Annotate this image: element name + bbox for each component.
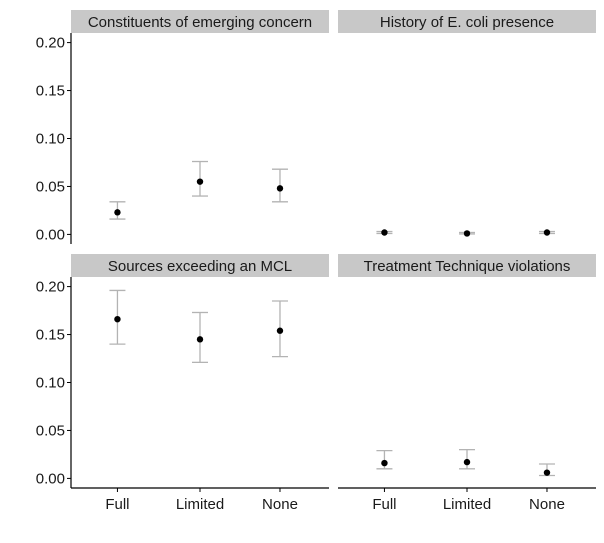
y-tick-label: 0.05 (36, 422, 65, 439)
y-tick-label: 0.15 (36, 327, 65, 344)
data-point (463, 230, 471, 237)
facet-title: Constituents of emerging concern (88, 14, 312, 31)
x-tick-label: Full (105, 496, 129, 513)
data-point (381, 229, 388, 236)
x-tick-label: Full (372, 496, 396, 513)
x-tick-label: Limited (176, 496, 224, 513)
data-point (114, 316, 121, 323)
data-point (196, 336, 204, 343)
facet-title: Sources exceeding an MCL (108, 258, 292, 275)
data-point (196, 178, 204, 185)
facet-title: History of E. coli presence (380, 14, 554, 31)
data-point (114, 209, 121, 216)
x-tick-label: None (529, 496, 565, 513)
y-tick-label: 0.20 (36, 279, 65, 296)
facet-strip (71, 10, 329, 33)
data-point (463, 458, 471, 466)
x-tick-label: Limited (443, 496, 491, 513)
y-tick-label: 0.10 (36, 131, 65, 148)
y-tick-label: 0.00 (36, 470, 65, 487)
y-tick-label: 0.00 (36, 226, 65, 243)
facet-title: Treatment Technique violations (364, 258, 571, 275)
y-tick-label: 0.20 (36, 35, 65, 52)
data-point (276, 185, 284, 192)
y-tick-label: 0.15 (36, 83, 65, 100)
y-tick-label: 0.10 (36, 375, 65, 392)
facet-strip (338, 10, 596, 33)
data-point (543, 469, 551, 476)
facet-strip (338, 254, 596, 277)
data-point (381, 459, 388, 467)
y-tick-label: 0.05 (36, 178, 65, 195)
facet-strip (71, 254, 329, 277)
x-tick-label: None (262, 496, 298, 513)
data-point (543, 229, 551, 236)
data-point (276, 327, 284, 334)
